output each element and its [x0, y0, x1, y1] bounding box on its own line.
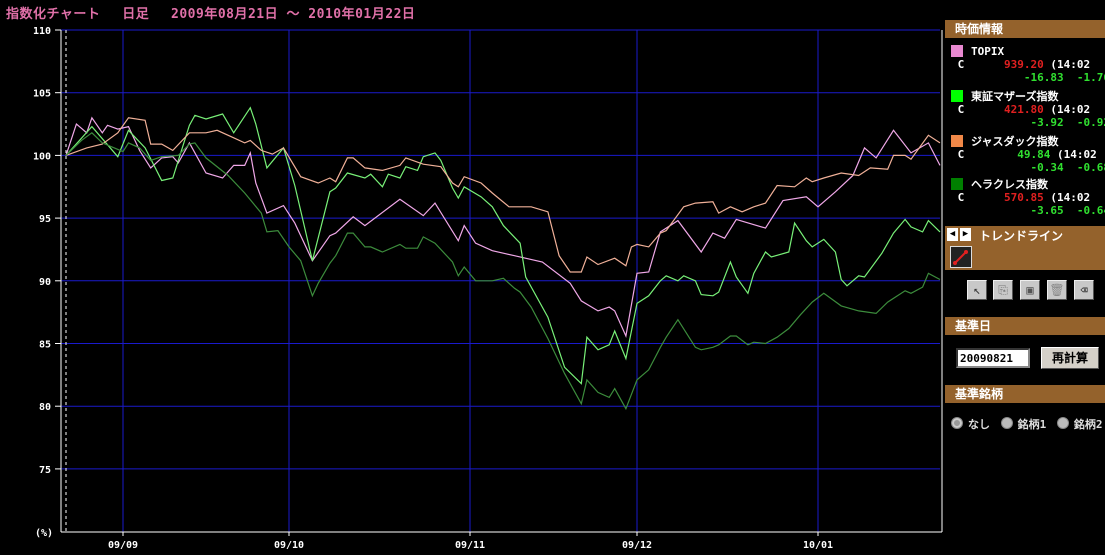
legend-label: TOPIX — [971, 45, 1005, 58]
radio-label: なし — [968, 418, 990, 431]
time: (14:02 — [1050, 103, 1091, 116]
prev-arrow-icon[interactable]: ◀ — [947, 228, 958, 241]
series-line-2 — [65, 117, 941, 273]
base-date-input[interactable] — [956, 348, 1030, 368]
time: (14:02 — [1056, 148, 1097, 161]
copy-icon[interactable]: ⎘ — [993, 280, 1013, 300]
price: 421.80 — [1004, 103, 1044, 116]
legend-swatch — [951, 90, 963, 102]
price: 939.20 — [1004, 58, 1044, 71]
index-chart: 110 105 100 95 90 85 80 75 (%) 09/09 09/10 09/11 09/… — [33, 26, 943, 551]
close-label: C — [957, 103, 965, 116]
change-pct: -0.92 — [1076, 116, 1105, 129]
x-tick-label: 09/10 — [274, 540, 304, 551]
change: -3.65 — [1030, 204, 1064, 217]
x-tick-label: 09/09 — [108, 540, 138, 551]
cursor-icon[interactable]: ↖ — [967, 280, 987, 300]
legend-label: 東証マザーズ指数 — [971, 90, 1059, 103]
legend-swatch — [951, 45, 963, 57]
radio-label: 銘柄2 — [1073, 418, 1103, 431]
chart-title: 指数化チャート 日足 2009年08月21日 ～ 2010年01月22日 — [6, 7, 416, 22]
y-tick-label: 85 — [39, 340, 51, 351]
close-label: C — [957, 58, 965, 71]
trash-all-icon[interactable]: ⌫ — [1074, 280, 1094, 300]
x-tick-label: 09/12 — [622, 540, 652, 551]
next-arrow-icon[interactable]: ▶ — [960, 228, 971, 241]
legend-item-topix[interactable]: TOPIX C 939.20 (14:02 -16.83 -1.76 — [951, 45, 1105, 84]
y-tick-label: 105 — [33, 89, 51, 100]
paste-icon[interactable]: ▣ — [1020, 280, 1040, 300]
y-tick-label: 75 — [39, 465, 51, 476]
recalc-button[interactable]: 再計算 — [1041, 347, 1099, 369]
x-tick-label: 09/11 — [455, 540, 485, 551]
time: (14:02 — [1050, 58, 1091, 71]
trendline-label: トレンドライン — [979, 229, 1064, 243]
y-tick-label: 100 — [33, 151, 51, 162]
series-line-1 — [65, 106, 941, 385]
trendline-tool-icon[interactable] — [950, 246, 972, 268]
side-panel: 時価情報 TOPIX C 939.20 (14:02 -16.83 -1.76 … — [945, 0, 1105, 555]
close-label: C — [957, 191, 965, 204]
radio-none[interactable]: なし — [951, 417, 990, 431]
y-tick-label: 90 — [39, 277, 51, 288]
radio-issue1[interactable]: 銘柄1 — [1000, 417, 1047, 431]
legend-label: ヘラクレス指数 — [971, 178, 1048, 191]
price: 570.85 — [1004, 191, 1044, 204]
legend-item-jasdaq[interactable]: ジャスダック指数 C 49.84 (14:02 -0.34 -0.68 — [951, 135, 1105, 174]
radio-label: 銘柄1 — [1017, 418, 1047, 431]
radio-issue2[interactable]: 銘柄2 — [1056, 417, 1103, 431]
y-axis-unit: (%) — [35, 528, 53, 539]
y-tick-label: 110 — [33, 26, 51, 37]
change-pct: -0.64 — [1076, 204, 1105, 217]
change-pct: -0.68 — [1076, 161, 1105, 174]
base-date-header: 基準日 — [945, 317, 1105, 335]
legend-swatch — [951, 135, 963, 147]
change-pct: -1.76 — [1076, 71, 1105, 84]
y-tick-label: 95 — [39, 214, 51, 225]
change: -0.34 — [1030, 161, 1064, 174]
legend-swatch — [951, 178, 963, 190]
time: (14:02 — [1050, 191, 1091, 204]
change: -16.83 — [1023, 71, 1064, 84]
trendline-bar: ◀ ▶ トレンドライン — [945, 226, 1105, 270]
x-tick-label: 10/01 — [803, 540, 833, 551]
base-issue-header: 基準銘柄 — [945, 385, 1105, 403]
y-tick-label: 80 — [39, 402, 51, 413]
trash-icon[interactable]: 🗑 — [1047, 280, 1067, 300]
legend-item-mothers[interactable]: 東証マザーズ指数 C 421.80 (14:02 -3.92 -0.92 — [951, 90, 1105, 129]
close-label: C — [957, 148, 965, 161]
legend-item-hercules[interactable]: ヘラクレス指数 C 570.85 (14:02 -3.65 -0.64 — [951, 178, 1105, 217]
base-issue-radios: なし 銘柄1 銘柄2 — [951, 416, 1103, 432]
price: 49.84 — [1017, 148, 1051, 161]
change: -3.92 — [1030, 116, 1064, 129]
quote-header: 時価情報 — [945, 20, 1105, 38]
legend-label: ジャスダック指数 — [971, 135, 1059, 148]
series-line-0 — [65, 116, 941, 339]
series-line-3 — [65, 132, 941, 411]
